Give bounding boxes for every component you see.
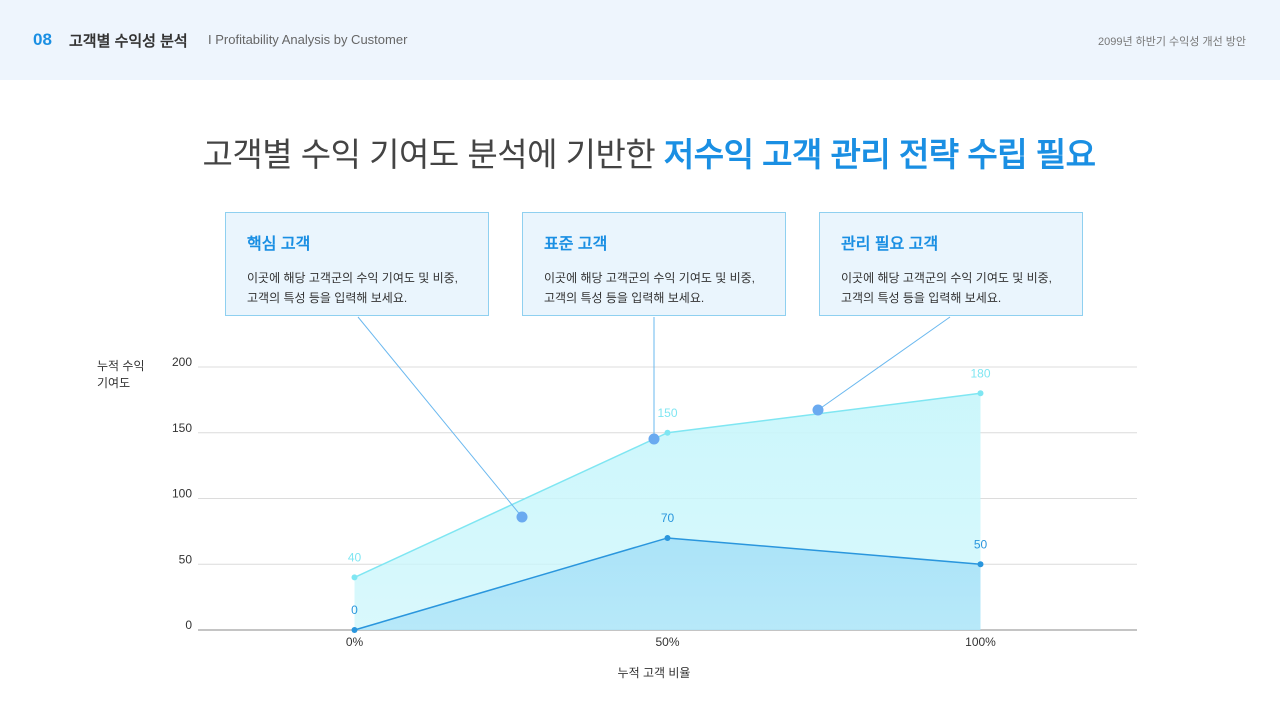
card-title: 관리 필요 고객 [841,236,939,253]
data-point [351,627,358,633]
y-tick-label: 50 [179,552,193,566]
y-axis-label-line: 기여도 [97,376,130,390]
x-tick-label: 0% [346,635,364,649]
x-axis-label: 누적 고객 비율 [618,666,691,680]
callout-dot [516,511,528,523]
data-point [977,390,984,397]
value-label: 150 [657,406,677,420]
callout-line [817,316,951,411]
card-line: 고객의 특성 등을 입력해 보세요. [544,291,705,305]
card-title: 표준 고객 [544,236,608,253]
card-body: 이곳에 해당 고객군의 수익 기여도 및 비중, 고객의 특성 등을 입력해 보세… [247,268,488,308]
x-tick-label: 50% [655,635,679,649]
card-body: 이곳에 해당 고객군의 수익 기여도 및 비중, 고객의 특성 등을 입력해 보세… [841,268,1082,308]
data-point [977,561,984,568]
card-line: 이곳에 해당 고객군의 수익 기여도 및 비중, [544,271,756,285]
value-label: 50 [974,537,988,551]
callout-dot [812,404,824,416]
value-label: 40 [348,551,362,565]
header-bar: 08 고객별 수익성 분석 I Profitability Analysis b… [0,0,1280,80]
card-title: 핵심 고객 [247,236,311,253]
y-axis-label-line: 누적 수익 [97,359,145,373]
data-point [664,534,671,541]
value-label: 180 [970,366,990,380]
data-point [664,429,671,436]
card-line: 고객의 특성 등을 입력해 보세요. [247,291,408,305]
section-number: 08 [33,30,52,49]
y-tick-label: 100 [172,487,192,501]
callout-dot [648,433,660,445]
card: 표준 고객 이곳에 해당 고객군의 수익 기여도 및 비중, 고객의 특성 등을 … [522,212,786,316]
headline-plain: 고객별 수익 기여도 분석에 기반한 [202,136,664,173]
document-title: 2099년 하반기 수익성 개선 방안 [1097,36,1246,48]
callout-line [357,316,523,518]
value-label: 0 [351,603,358,617]
y-tick-label: 200 [172,355,192,369]
card: 핵심 고객 이곳에 해당 고객군의 수익 기여도 및 비중, 고객의 특성 등을 … [225,212,489,316]
section-title: 고객별 수익성 분석 [69,33,188,50]
headline: 고객별 수익 기여도 분석에 기반한 저수익 고객 관리 전략 수립 필요 [0,128,1280,176]
card-line: 이곳에 해당 고객군의 수익 기여도 및 비중, [841,271,1053,285]
card-body: 이곳에 해당 고객군의 수익 기여도 및 비중, 고객의 특성 등을 입력해 보세… [544,268,785,308]
y-tick-label: 150 [172,421,192,435]
card: 관리 필요 고객 이곳에 해당 고객군의 수익 기여도 및 비중, 고객의 특성 … [819,212,1083,316]
y-tick-label: 0 [185,618,192,632]
data-point [351,574,358,581]
callouts [357,316,951,518]
section-subtitle: I Profitability Analysis by Customer [208,32,408,47]
value-label: 70 [661,511,675,525]
x-tick-label: 100% [965,635,996,649]
area-fill [354,537,981,630]
headline-emphasis: 저수익 고객 관리 전략 수립 필요 [663,136,1096,173]
card-line: 고객의 특성 등을 입력해 보세요. [841,291,1002,305]
card-line: 이곳에 해당 고객군의 수익 기여도 및 비중, [247,271,459,285]
